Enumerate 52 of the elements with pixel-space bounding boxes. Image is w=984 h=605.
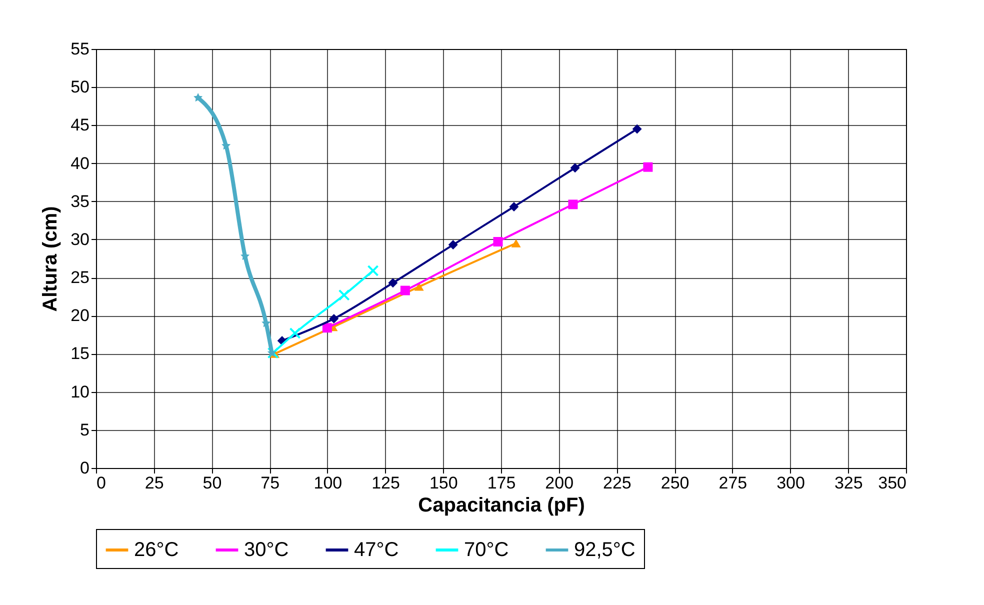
y-tick-label: 55: [70, 40, 90, 58]
point: [367, 264, 379, 276]
y-tick-label: 30: [70, 230, 90, 249]
legend-label: 30°C: [244, 539, 289, 561]
point: [329, 314, 339, 324]
x-tick-label: 25: [144, 474, 164, 492]
x-tick-label: 150: [429, 474, 458, 492]
x-tick-label: 125: [372, 474, 400, 492]
point: [511, 239, 521, 248]
y-tick-label: 40: [70, 154, 90, 173]
x-tick-label: 225: [603, 474, 632, 492]
legend-label: 92,5°C: [574, 539, 636, 561]
x-tick-label: 100: [314, 474, 342, 492]
x-tick-label: 0: [96, 474, 106, 492]
x-tick-label: 300: [776, 474, 805, 492]
point: [632, 124, 642, 134]
point: [388, 278, 398, 288]
x-tick-label: 350: [878, 474, 906, 492]
y-tick-label: 25: [70, 268, 90, 288]
point: [643, 162, 653, 172]
point: [289, 327, 301, 339]
y-tick-label: 45: [70, 116, 90, 135]
point: [322, 323, 332, 333]
y-tick-label: 50: [70, 78, 90, 97]
x-tick-label: 50: [202, 474, 222, 492]
legend-label: 26°C: [134, 539, 179, 561]
legend-label: 70°C: [464, 539, 509, 561]
point: [570, 163, 580, 173]
x-tick-label: 175: [487, 474, 516, 492]
point: [493, 236, 503, 246]
y-tick-label: 15: [70, 344, 90, 364]
point: [194, 93, 203, 102]
point: [568, 200, 578, 210]
point: [400, 286, 410, 296]
x-axis-title: Capacitancia (pF): [418, 494, 585, 516]
x-tick-label: 200: [545, 474, 574, 492]
x-tick-label: 75: [260, 474, 280, 492]
y-tick-label: 0: [80, 458, 90, 478]
legend-label: 47°C: [354, 539, 399, 561]
x-tick-label: 250: [660, 474, 690, 492]
point: [448, 240, 458, 250]
point: [267, 347, 279, 359]
x-tick-label: 275: [718, 474, 748, 492]
x-tick-label: 325: [834, 474, 863, 492]
y-tick-label: 5: [80, 420, 90, 440]
y-axis-title: Altura (cm): [40, 206, 62, 312]
point: [338, 289, 350, 301]
point: [509, 202, 519, 212]
y-tick-label: 20: [70, 306, 90, 326]
point: [414, 282, 424, 291]
y-tick-label: 10: [70, 382, 90, 402]
y-tick-label: 35: [70, 192, 90, 211]
